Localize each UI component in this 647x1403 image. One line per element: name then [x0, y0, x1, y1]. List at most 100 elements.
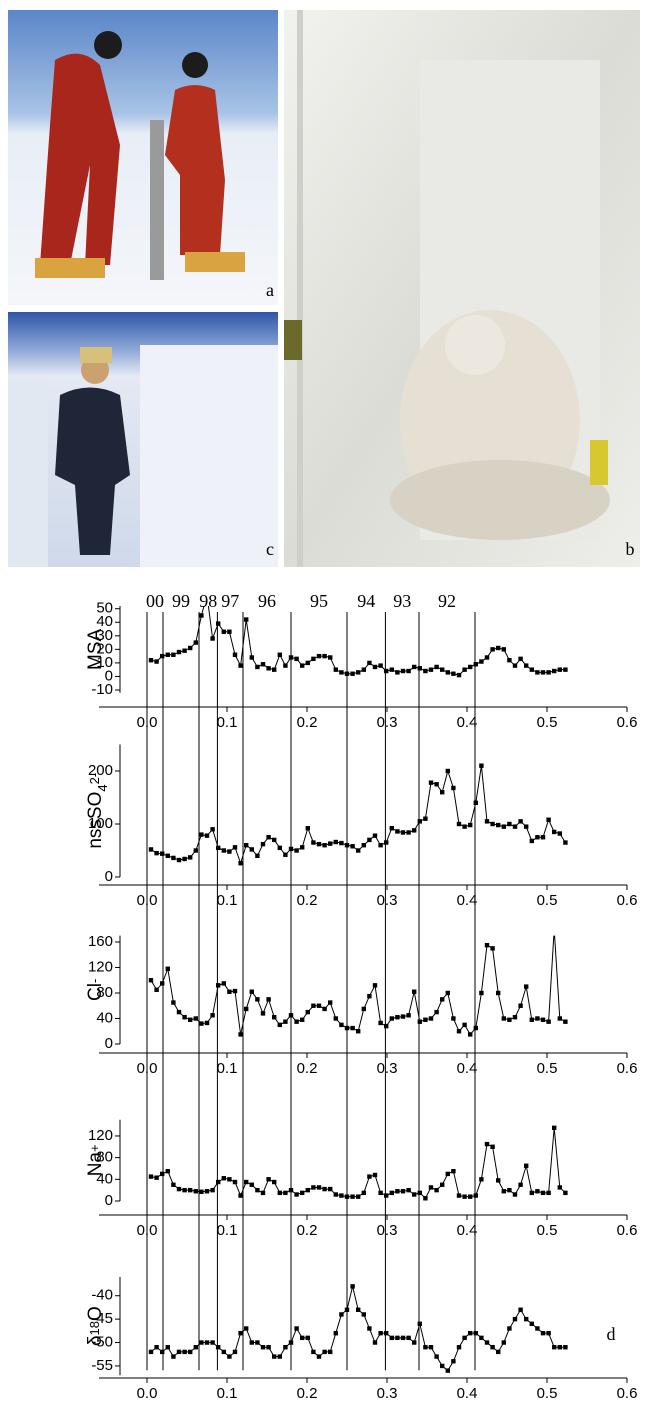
data-point — [462, 1194, 467, 1199]
data-point — [428, 667, 434, 672]
data-point — [305, 1009, 310, 1015]
data-point — [328, 1349, 333, 1355]
y-tick-label: 40 — [96, 613, 113, 630]
data-point — [227, 849, 232, 854]
data-point — [249, 1340, 254, 1345]
plot — [148, 1284, 568, 1373]
data-point — [188, 645, 193, 651]
x-tick-label: 0.5 — [537, 1222, 558, 1239]
data-point — [300, 1335, 305, 1341]
x-tick-label: 0.6 — [617, 892, 638, 909]
x-tick-label: 0.3 — [377, 1385, 398, 1402]
data-point — [490, 1345, 495, 1350]
data-point — [238, 861, 243, 866]
data-point — [484, 942, 490, 948]
data-point — [210, 636, 215, 641]
y-tick-label: 0 — [105, 1192, 113, 1209]
data-point — [546, 1019, 551, 1024]
data-point — [496, 645, 501, 651]
data-point — [395, 829, 400, 834]
data-point — [204, 1340, 210, 1345]
data-point — [227, 989, 232, 994]
data-point — [479, 1177, 484, 1182]
x-tick-label: 0.1 — [217, 892, 238, 909]
y-label-part: 4 — [95, 784, 110, 791]
data-point — [372, 1340, 378, 1345]
x-tick-label: 0.6 — [617, 1060, 638, 1077]
data-point — [216, 1179, 221, 1185]
data-point — [316, 1185, 322, 1190]
y-tick-label: 20 — [96, 640, 113, 657]
data-point — [339, 1022, 344, 1028]
data-point — [311, 1185, 316, 1190]
data-point — [294, 1019, 299, 1024]
data-point — [249, 847, 254, 852]
data-point — [367, 837, 372, 843]
data-point — [171, 1354, 176, 1359]
data-point — [367, 1174, 372, 1179]
data-point — [260, 662, 266, 667]
data-point — [451, 1359, 456, 1364]
data-point — [552, 668, 557, 674]
year-label: 95 — [310, 591, 328, 611]
data-point — [456, 1193, 462, 1198]
data-point — [501, 1340, 506, 1345]
data-point — [322, 1349, 327, 1355]
data-point — [148, 847, 154, 852]
data-point — [148, 1174, 154, 1179]
data-point — [294, 1192, 299, 1197]
x-tick-label: 0.3 — [377, 1060, 398, 1077]
data-point — [339, 840, 344, 846]
data-point — [193, 1189, 198, 1194]
photo-label: a — [266, 280, 274, 300]
data-point — [350, 1194, 355, 1199]
data-point — [255, 1340, 260, 1345]
data-point — [378, 1020, 383, 1026]
data-point — [199, 1189, 204, 1194]
data-point — [188, 1349, 193, 1355]
data-point — [456, 672, 462, 678]
data-point — [193, 1016, 198, 1021]
y-axis-label: nssSO42- — [85, 773, 110, 849]
data-point — [535, 1326, 540, 1331]
data-point — [552, 927, 556, 931]
data-point — [356, 1307, 361, 1312]
x-tick-label: 0.1 — [217, 1222, 238, 1239]
data-point — [417, 1019, 422, 1024]
data-point — [428, 1185, 434, 1190]
data-point — [456, 1029, 462, 1034]
data-point — [456, 821, 462, 827]
data-point — [496, 1178, 501, 1183]
data-point — [423, 1017, 428, 1022]
data-point — [165, 652, 170, 657]
x-tick-label: 0.2 — [297, 892, 318, 909]
data-point — [423, 1345, 428, 1350]
data-point — [339, 1193, 344, 1198]
data-point — [339, 670, 344, 675]
data-point — [193, 640, 198, 645]
y-tick-label: 80 — [96, 984, 113, 1001]
data-point — [333, 1016, 338, 1021]
data-point — [361, 1190, 366, 1196]
data-point — [176, 649, 182, 655]
data-point — [188, 1187, 193, 1193]
data-point — [417, 1190, 422, 1196]
plot — [148, 606, 568, 678]
data-point — [221, 848, 226, 853]
data-point — [372, 664, 378, 670]
data-point — [328, 655, 333, 660]
data-point — [272, 837, 277, 843]
data-point — [473, 1330, 478, 1336]
data-point — [361, 667, 366, 672]
x-tick-label: 0.2 — [297, 1060, 318, 1077]
photo-b — [284, 10, 640, 567]
data-point — [367, 1326, 372, 1331]
y-label-part: nssSO — [85, 792, 106, 849]
x-tick-label: 0.3 — [377, 1222, 398, 1239]
data-point — [160, 1171, 165, 1177]
data-point — [260, 1345, 266, 1350]
data-point — [305, 660, 310, 666]
data-point — [512, 1192, 518, 1197]
data-point — [148, 978, 154, 983]
data-point — [384, 668, 389, 674]
